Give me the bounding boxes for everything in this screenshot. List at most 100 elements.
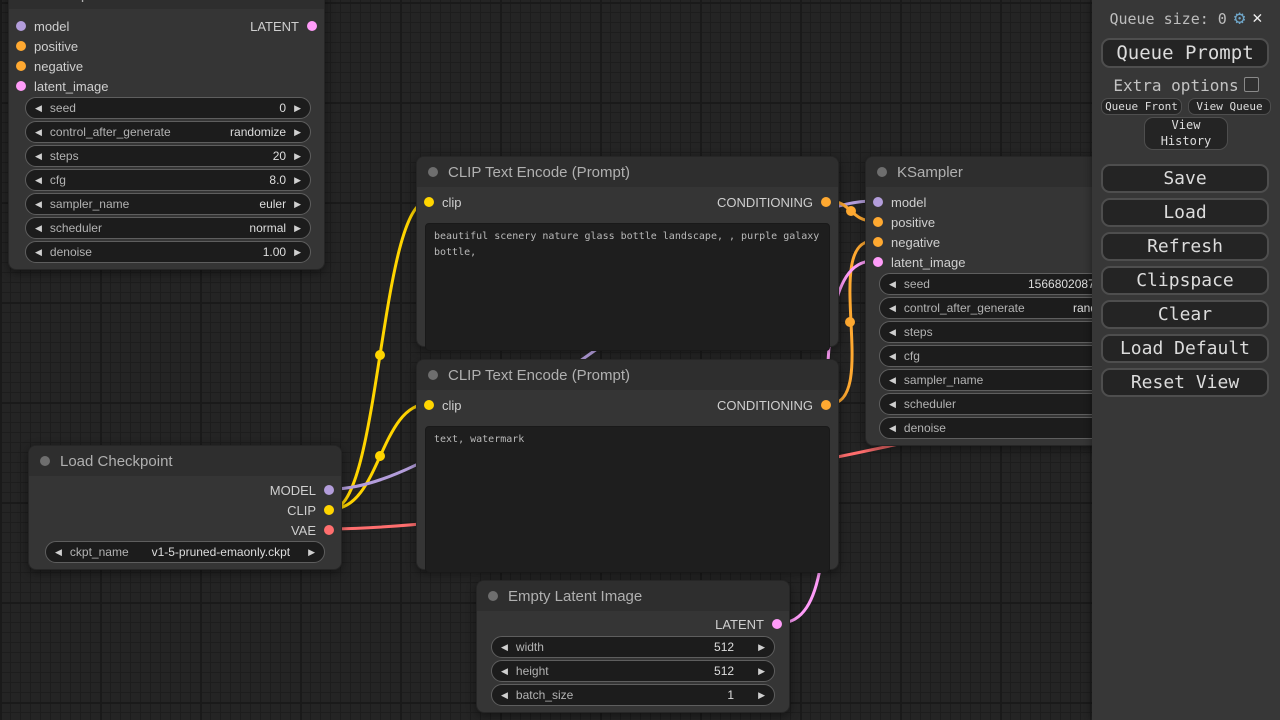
latent-slot-dot-icon[interactable] — [873, 257, 883, 267]
widget-sampler-name[interactable]: ◀ sampler_name — [879, 369, 1141, 391]
widget-cfg[interactable]: ◀ cfg 8.0 ▶ — [25, 169, 311, 191]
slot-output-vae[interactable]: VAE — [291, 523, 334, 538]
slot-output-model[interactable]: MODEL — [270, 483, 334, 498]
decrement-arrow-icon[interactable]: ◀ — [889, 350, 896, 361]
decrement-arrow-icon[interactable]: ◀ — [501, 665, 508, 676]
clip-slot-dot-icon[interactable] — [424, 197, 434, 207]
collapse-dot-icon[interactable] — [40, 456, 50, 466]
load-default-button[interactable]: Load Default — [1101, 334, 1269, 363]
node-clip-text-encode-positive[interactable]: CLIP Text Encode (Prompt) clip CONDITION… — [416, 156, 839, 351]
node-title-bar[interactable]: Load Checkpoint — [29, 446, 341, 476]
decrement-arrow-icon[interactable]: ◀ — [35, 198, 42, 209]
widget-scheduler[interactable]: ◀ scheduler normal ▶ — [25, 217, 311, 239]
save-button[interactable]: Save — [1101, 164, 1269, 193]
collapse-dot-icon[interactable] — [877, 167, 887, 177]
slot-input-clip[interactable]: clip — [424, 195, 462, 210]
reset-view-button[interactable]: Reset View — [1101, 368, 1269, 397]
slot-input-model[interactable]: model — [873, 195, 926, 210]
slot-input-latent-image[interactable]: latent_image — [873, 255, 965, 270]
widget-ckpt-name[interactable]: ◀ ckpt_name v1-5-pruned-emaonly.ckpt ▶ — [45, 541, 325, 563]
model-slot-dot-icon[interactable] — [16, 21, 26, 31]
load-button[interactable]: Load — [1101, 198, 1269, 227]
slot-output-latent[interactable]: LATENT — [250, 19, 317, 34]
increment-arrow-icon[interactable]: ▶ — [308, 546, 315, 557]
clear-button[interactable]: Clear — [1101, 300, 1269, 329]
widget-steps[interactable]: ◀ steps — [879, 321, 1141, 343]
slot-input-latent-image[interactable]: latent_image — [16, 79, 108, 94]
increment-arrow-icon[interactable]: ▶ — [294, 222, 301, 233]
widget-denoise[interactable]: ◀ denoise 1.00 ▶ — [25, 241, 311, 263]
widget-steps[interactable]: ◀ steps 20 ▶ — [25, 145, 311, 167]
slot-input-negative[interactable]: negative — [873, 235, 940, 250]
increment-arrow-icon[interactable]: ▶ — [758, 665, 765, 676]
latent-slot-dot-icon[interactable] — [307, 21, 317, 31]
refresh-button[interactable]: Refresh — [1101, 232, 1269, 261]
increment-arrow-icon[interactable]: ▶ — [758, 689, 765, 700]
slot-output-conditioning[interactable]: CONDITIONING — [717, 195, 831, 210]
extra-options-checkbox[interactable] — [1243, 76, 1259, 92]
latent-slot-dot-icon[interactable] — [16, 81, 26, 91]
widget-scheduler[interactable]: ◀ scheduler — [879, 393, 1141, 415]
widget-cfg[interactable]: ◀ cfg — [879, 345, 1141, 367]
slot-input-negative[interactable]: negative — [16, 59, 83, 74]
negative-prompt-textarea[interactable]: text, watermark — [425, 426, 830, 573]
clipspace-button[interactable]: Clipspace — [1101, 266, 1269, 295]
increment-arrow-icon[interactable]: ▶ — [294, 174, 301, 185]
slot-input-positive[interactable]: positive — [16, 39, 78, 54]
decrement-arrow-icon[interactable]: ◀ — [889, 422, 896, 433]
collapse-dot-icon[interactable] — [488, 591, 498, 601]
node-empty-latent-image[interactable]: Empty Latent Image LATENT ◀ width 512 ▶ ◀ he… — [476, 580, 790, 713]
positive-prompt-textarea[interactable]: beautiful scenery nature glass bottle la… — [425, 223, 830, 351]
conditioning-slot-dot-icon[interactable] — [821, 197, 831, 207]
decrement-arrow-icon[interactable]: ◀ — [35, 150, 42, 161]
widget-denoise[interactable]: ◀ denoise — [879, 417, 1141, 439]
increment-arrow-icon[interactable]: ▶ — [294, 102, 301, 113]
decrement-arrow-icon[interactable]: ◀ — [35, 246, 42, 257]
decrement-arrow-icon[interactable]: ◀ — [889, 398, 896, 409]
widget-height[interactable]: ◀ height 512 ▶ — [491, 660, 775, 682]
node-ksampler-top[interactable]: KSampler model positive negative latent_… — [8, 0, 325, 270]
decrement-arrow-icon[interactable]: ◀ — [501, 641, 508, 652]
decrement-arrow-icon[interactable]: ◀ — [889, 326, 896, 337]
widget-width[interactable]: ◀ width 512 ▶ — [491, 636, 775, 658]
widget-seed[interactable]: ◀ seed 0 ▶ — [25, 97, 311, 119]
close-icon[interactable]: ✕ — [1252, 8, 1263, 28]
node-title-bar[interactable]: CLIP Text Encode (Prompt) — [417, 360, 838, 390]
conditioning-slot-dot-icon[interactable] — [16, 41, 26, 51]
view-history-button[interactable]: View History — [1144, 117, 1228, 150]
slot-input-clip[interactable]: clip — [424, 398, 462, 413]
increment-arrow-icon[interactable]: ▶ — [294, 198, 301, 209]
decrement-arrow-icon[interactable]: ◀ — [35, 174, 42, 185]
decrement-arrow-icon[interactable]: ◀ — [889, 374, 896, 385]
clip-slot-dot-icon[interactable] — [324, 505, 334, 515]
slot-input-positive[interactable]: positive — [873, 215, 935, 230]
queue-prompt-button[interactable]: Queue Prompt — [1101, 38, 1269, 68]
increment-arrow-icon[interactable]: ▶ — [294, 126, 301, 137]
decrement-arrow-icon[interactable]: ◀ — [889, 302, 896, 313]
conditioning-slot-dot-icon[interactable] — [873, 217, 883, 227]
decrement-arrow-icon[interactable]: ◀ — [55, 546, 62, 557]
slot-output-clip[interactable]: CLIP — [287, 503, 334, 518]
settings-gear-icon[interactable]: ⚙ — [1233, 7, 1246, 29]
clip-slot-dot-icon[interactable] — [424, 400, 434, 410]
node-clip-text-encode-negative[interactable]: CLIP Text Encode (Prompt) clip CONDITION… — [416, 359, 839, 573]
conditioning-slot-dot-icon[interactable] — [821, 400, 831, 410]
decrement-arrow-icon[interactable]: ◀ — [35, 126, 42, 137]
node-title-bar[interactable]: CLIP Text Encode (Prompt) — [417, 157, 838, 187]
node-load-checkpoint[interactable]: Load Checkpoint MODEL CLIP VAE ◀ ckpt_nam… — [28, 445, 342, 570]
decrement-arrow-icon[interactable]: ◀ — [35, 222, 42, 233]
increment-arrow-icon[interactable]: ▶ — [758, 641, 765, 652]
increment-arrow-icon[interactable]: ▶ — [294, 150, 301, 161]
latent-slot-dot-icon[interactable] — [772, 619, 782, 629]
view-queue-button[interactable]: View Queue — [1188, 98, 1271, 115]
widget-seed[interactable]: ◀ seed 1566802087 — [879, 273, 1141, 295]
model-slot-dot-icon[interactable] — [873, 197, 883, 207]
model-slot-dot-icon[interactable] — [324, 485, 334, 495]
decrement-arrow-icon[interactable]: ◀ — [889, 278, 896, 289]
increment-arrow-icon[interactable]: ▶ — [294, 246, 301, 257]
collapse-dot-icon[interactable] — [428, 167, 438, 177]
decrement-arrow-icon[interactable]: ◀ — [35, 102, 42, 113]
collapse-dot-icon[interactable] — [428, 370, 438, 380]
node-title-bar[interactable]: Empty Latent Image — [477, 581, 789, 611]
